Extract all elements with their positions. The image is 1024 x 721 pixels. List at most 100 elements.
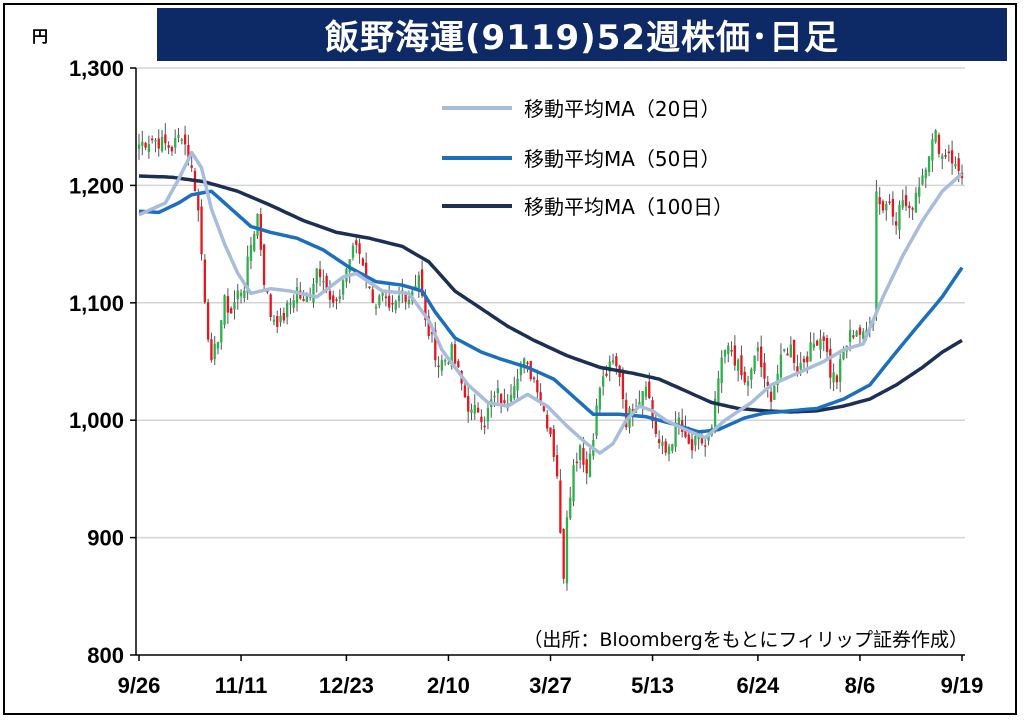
candle-body: [335, 299, 338, 301]
candle-body: [806, 356, 809, 363]
ma20-line: [138, 150, 964, 455]
candle-body: [789, 344, 792, 358]
candle-body: [802, 358, 806, 363]
candle-body: [769, 391, 773, 402]
candle-body: [325, 275, 328, 290]
candle-body: [661, 441, 664, 447]
candle-body: [904, 195, 908, 207]
candle-body: [585, 459, 588, 474]
x-tick-label: 12/23: [319, 673, 374, 698]
candle-body: [799, 362, 802, 370]
candle-body: [934, 130, 937, 142]
candle-body: [852, 335, 855, 338]
candle-body: [608, 361, 611, 372]
candle-body: [733, 345, 737, 366]
candle-body: [766, 381, 769, 387]
candle-body: [927, 156, 931, 173]
candle-body: [384, 296, 388, 299]
candle-body: [638, 401, 641, 406]
candle-body: [832, 372, 835, 383]
candle-body: [315, 268, 318, 284]
candle-body: [516, 378, 519, 391]
candle-body: [200, 206, 203, 255]
candle-body: [848, 330, 852, 342]
candle-body: [295, 287, 299, 304]
legend-label-ma20: 移動平均MA（20日）: [524, 97, 720, 121]
candle-body: [374, 306, 378, 309]
legend-label-ma50: 移動平均MA（50日）: [524, 147, 720, 171]
y-tick-labels: 800 900 1,000 1,100 1,200 1,300: [69, 56, 124, 668]
candle-body: [815, 340, 819, 346]
candle-body: [177, 135, 180, 138]
candle-body: [776, 373, 779, 386]
legend: 移動平均MA（20日） 移動平均MA（50日） 移動平均MA（100日）: [442, 97, 733, 219]
x-tick-label: 8/6: [845, 673, 876, 698]
candle-body: [829, 349, 832, 378]
candle-body: [602, 376, 605, 387]
candle-body: [763, 362, 766, 379]
candle-body: [404, 293, 407, 302]
candle-body: [542, 403, 546, 411]
candle-body: [341, 280, 345, 295]
y-tick-label: 1,200: [69, 173, 124, 198]
candle-body: [434, 329, 437, 361]
candle-body: [888, 201, 891, 204]
candle-body: [611, 360, 615, 363]
candle-body: [351, 245, 355, 258]
candle-body: [944, 155, 947, 157]
candle-body: [562, 528, 565, 579]
candle-body: [750, 369, 753, 380]
candle-body: [664, 441, 667, 453]
candle-body: [954, 163, 957, 167]
candle-body: [444, 360, 447, 362]
candle-body: [305, 295, 309, 303]
y-unit-label: 円: [32, 27, 48, 46]
candle-body: [203, 259, 206, 303]
candle-body: [740, 355, 743, 376]
candle-body: [720, 357, 723, 384]
candle-body: [137, 144, 141, 149]
candle-body: [496, 388, 499, 394]
candle-body: [674, 422, 677, 447]
candle-body: [223, 295, 226, 325]
candle-body: [885, 204, 888, 211]
candle-body: [486, 407, 490, 422]
candle-body: [282, 312, 286, 321]
candle-body: [569, 497, 572, 519]
candle-body: [700, 434, 704, 444]
candle-body: [493, 395, 496, 398]
source-note: （出所：Bloombergをもとにフィリップ証券作成）: [523, 629, 968, 651]
candle-body: [256, 213, 259, 236]
candle-body: [707, 435, 710, 441]
candle-body: [746, 380, 750, 386]
candle-body: [457, 361, 460, 368]
candle-body: [371, 289, 374, 303]
candle-body: [957, 158, 960, 171]
candle-body: [480, 416, 483, 423]
candle-body: [760, 346, 763, 368]
candle-body: [924, 169, 927, 179]
candle-body: [312, 283, 315, 303]
candle-body: [144, 142, 147, 148]
candle-body: [503, 400, 506, 404]
candle-body: [595, 405, 598, 436]
candle-body: [809, 342, 812, 362]
candle-body: [555, 455, 559, 477]
candle-body: [654, 420, 657, 434]
candle-body: [147, 144, 151, 152]
candle-body: [839, 358, 842, 382]
candle-body: [154, 139, 157, 142]
candle-body: [727, 345, 730, 355]
candle-body: [582, 447, 585, 465]
candle-body: [388, 295, 391, 308]
candle-body: [773, 385, 776, 400]
candle-body: [473, 404, 476, 414]
candle-body: [272, 319, 276, 322]
candle-body: [249, 244, 253, 261]
candle-body: [332, 295, 335, 303]
candle-body: [605, 373, 608, 376]
x-tick-label: 9/19: [941, 673, 984, 698]
candle-body: [262, 244, 266, 286]
candle-body: [690, 439, 694, 451]
candle-body: [565, 517, 569, 584]
